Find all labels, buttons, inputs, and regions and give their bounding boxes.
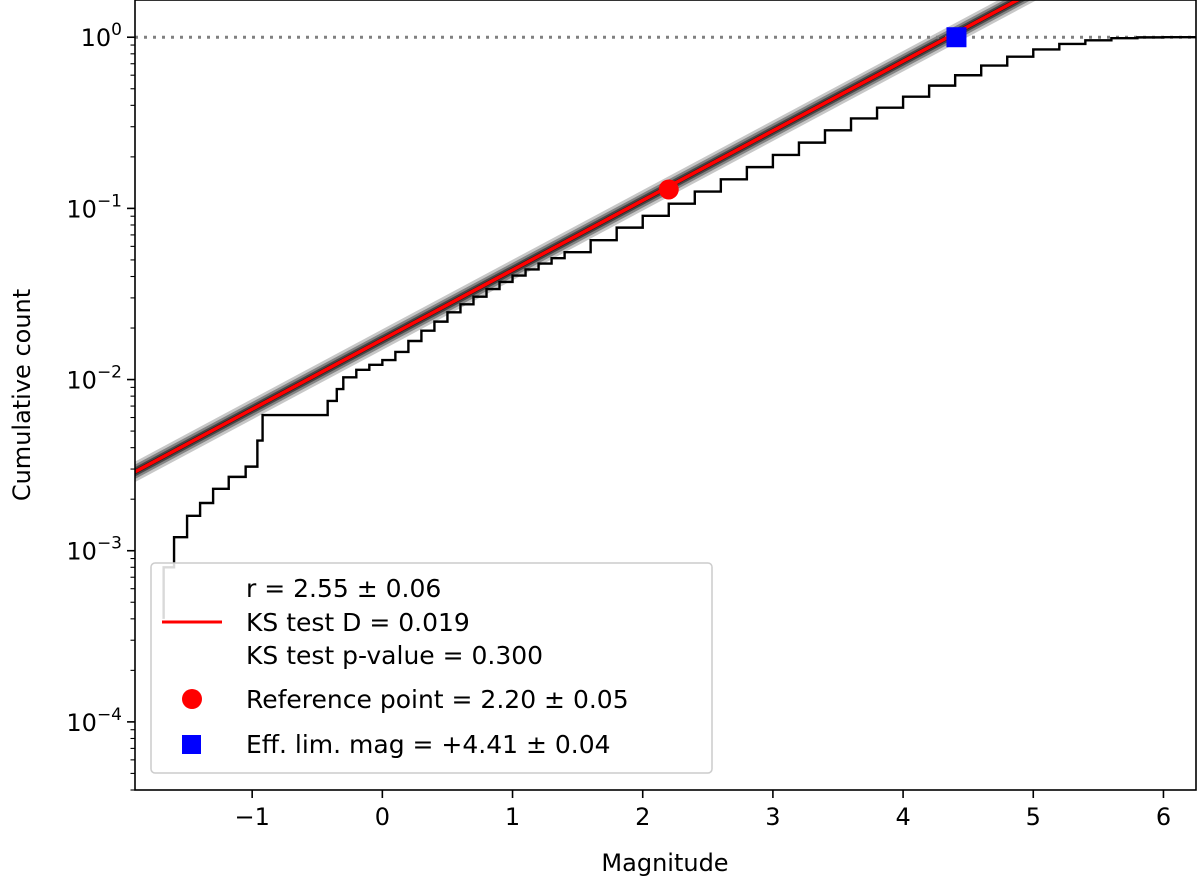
- fit-band-layer: [135, 0, 1023, 475]
- x-tick-label: −1: [234, 803, 269, 831]
- fit-band-layer: [135, 0, 1027, 477]
- y-axis-label: Cumulative count: [8, 289, 36, 501]
- legend-box: [150, 562, 713, 774]
- fit-band-layer: [135, 0, 1032, 480]
- x-tick-label: 1: [505, 803, 520, 831]
- x-tick-label: 5: [1026, 803, 1041, 831]
- x-tick-label: 6: [1156, 803, 1171, 831]
- x-tick-label: 3: [765, 803, 780, 831]
- eff-lim-mag-marker: [946, 27, 967, 48]
- x-tick-label: 4: [895, 803, 910, 831]
- x-axis-label: Magnitude: [601, 849, 728, 877]
- legend-entry-reference-point: Reference point = 2.20 ± 0.05: [246, 685, 629, 714]
- y-tick-label: 10−4: [66, 705, 122, 737]
- plot-frame: [134, 0, 1197, 791]
- legend-entry-r: r = 2.55 ± 0.06: [246, 574, 441, 603]
- y-tick-label: 10−3: [66, 534, 122, 566]
- legend-entry-eff-lim-mag: Eff. lim. mag = +4.41 ± 0.04: [246, 730, 611, 759]
- fit-band-layer: [135, 0, 1037, 483]
- legend-entry-ks-p: KS test p-value = 0.300: [246, 641, 543, 670]
- x-axis: −1 0 1 2 3 4 5 6: [234, 790, 1171, 831]
- legend-entry-ks-d: KS test D = 0.019: [246, 608, 470, 637]
- y-axis-minor-ticks: [130, 44, 135, 791]
- legend-eff-lim-mag-symbol: [182, 735, 201, 754]
- legend-reference-point-symbol: [182, 689, 202, 709]
- x-tick-label: 0: [375, 803, 390, 831]
- x-tick-label: 2: [635, 803, 650, 831]
- y-tick-label: 100: [81, 20, 122, 52]
- plot-area: [135, 0, 1196, 619]
- legend: r = 2.55 ± 0.06 KS test D = 0.019 KS tes…: [150, 562, 713, 774]
- fit-uncertainty-band: [135, 0, 1037, 483]
- power-law-fit-line: [135, 0, 1022, 474]
- reference-point-marker: [658, 179, 679, 200]
- y-tick-label: 10−1: [66, 191, 122, 223]
- empirical-cumulative-line: [162, 36, 1196, 619]
- y-axis: 100 10−1 10−2 10−3 10−4: [66, 20, 135, 737]
- y-tick-label: 10−2: [66, 363, 122, 395]
